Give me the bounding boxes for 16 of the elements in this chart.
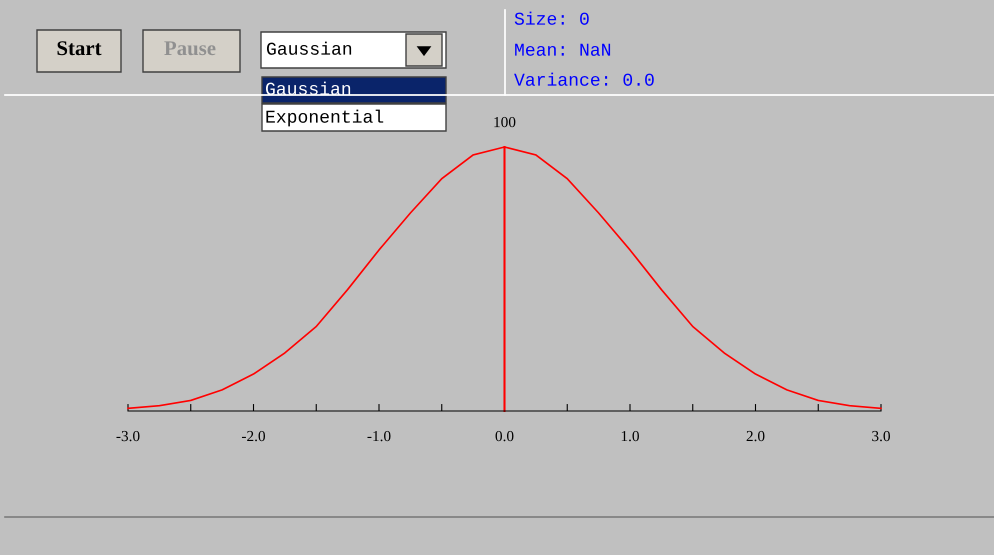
x-tick-label: 2.0 (746, 430, 764, 442)
text: Gaussian (266, 82, 350, 95)
text: Exponential (266, 110, 384, 126)
text: Start (58, 41, 102, 56)
x-tick-label: 0.0 (496, 430, 514, 442)
x-tick-label: 1.0 (622, 430, 639, 442)
x-tick-label: -3.0 (116, 430, 140, 442)
text: Gaussian (266, 42, 352, 55)
x-tick-label: 3.0 (872, 430, 890, 442)
text: Variance: 0.0 (514, 72, 654, 86)
text: Size: 0 (514, 12, 589, 25)
x-tick-label: -2.0 (242, 430, 266, 442)
text: Pause (164, 41, 216, 56)
annotation: 100 (494, 116, 516, 128)
text: Mean: NaN (515, 44, 610, 56)
x-tick-label: -1.0 (367, 430, 391, 442)
